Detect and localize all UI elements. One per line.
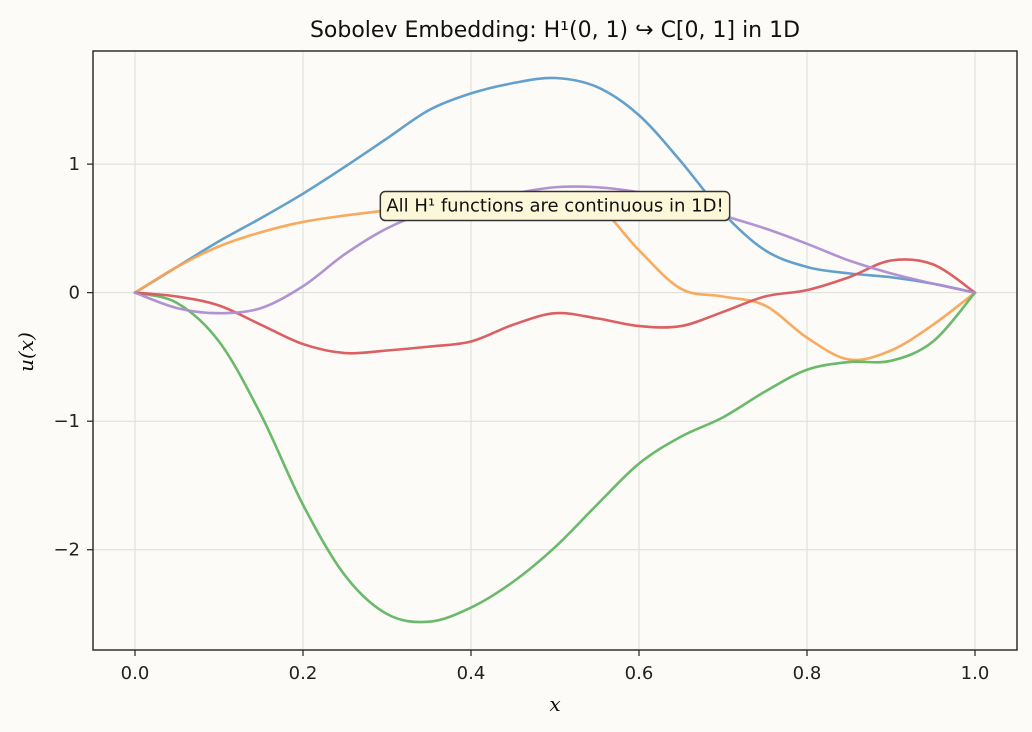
x-tick-label: 0.0 <box>121 663 150 684</box>
x-axis-label: x <box>549 692 560 716</box>
annotation: All H¹ functions are continuous in 1D! <box>379 190 731 222</box>
series-line-1 <box>133 76 977 294</box>
chart-title: Sobolev Embedding: H¹(0, 1) ↪ C[0, 1] in… <box>310 18 800 43</box>
series-line-3 <box>133 291 977 624</box>
y-tick-label: −1 <box>53 411 80 432</box>
ticks: 0.0 0.2 0.4 0.6 0.8 1.0 −2 −1 0 1 <box>53 154 989 684</box>
x-tick-label: 1.0 <box>961 663 990 684</box>
grid <box>93 51 1017 650</box>
y-tick-label: 1 <box>69 154 80 175</box>
annotation-box <box>379 190 731 222</box>
x-tick-label: 0.6 <box>625 663 654 684</box>
y-tick-label: 0 <box>69 283 80 304</box>
y-tick-label: −2 <box>53 540 80 561</box>
x-tick-label: 0.2 <box>289 663 318 684</box>
series-line-4 <box>133 258 977 355</box>
y-axis-label: u(x) <box>14 332 38 372</box>
x-tick-label: 0.8 <box>793 663 822 684</box>
plot-frame <box>92 50 1018 651</box>
annotation-text: All H¹ functions are continuous in 1D! <box>386 196 723 217</box>
x-tick-label: 0.4 <box>457 663 486 684</box>
series-line-5 <box>133 185 977 315</box>
plot-area <box>93 51 1017 650</box>
